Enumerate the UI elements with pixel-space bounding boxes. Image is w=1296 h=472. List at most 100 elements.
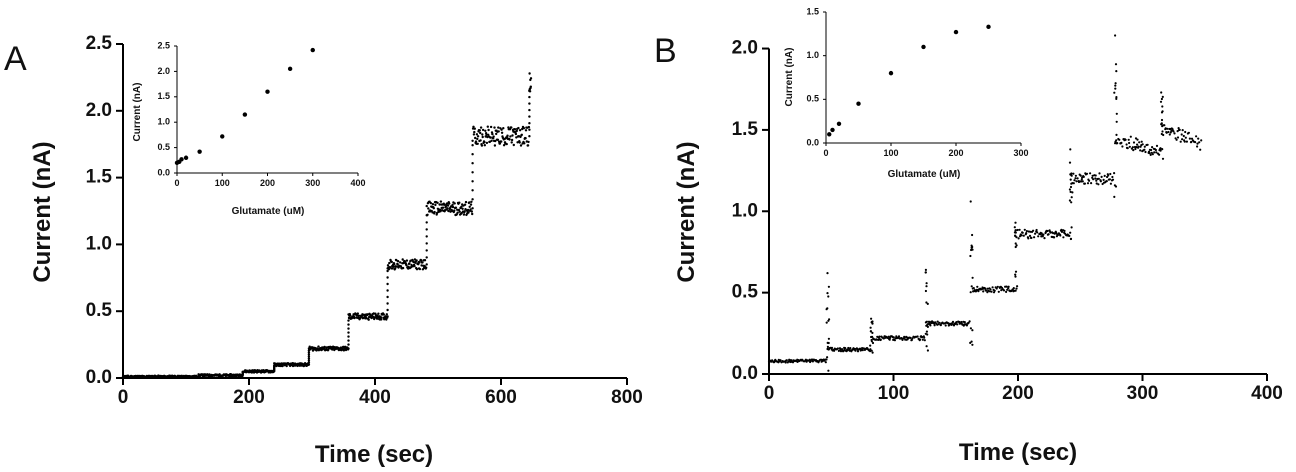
- panel-b-trace-point: [870, 338, 873, 342]
- panel-a-trace-point: [375, 317, 379, 320]
- panel-a-trace-point: [386, 315, 389, 318]
- panel-b-trace-point: [1012, 287, 1015, 290]
- panel-b-trace-point: [1150, 148, 1153, 152]
- panel-b-label: B: [654, 32, 677, 70]
- panel-a-trace-point: [415, 268, 419, 271]
- panel-a-trace-point: [463, 203, 467, 206]
- panel-b-trace-point: [1000, 289, 1003, 292]
- panel-b-trace-point: [779, 359, 782, 362]
- panel-b-trace-point: [1069, 148, 1072, 151]
- panel-a-trace-point: [474, 136, 477, 140]
- panel-a-trace-point: [481, 133, 484, 136]
- panel-b-y-tick-label: 1.0: [732, 200, 758, 221]
- panel-b-trace-point: [826, 292, 829, 295]
- panel-b-trace-point: [1132, 141, 1136, 144]
- panel-b-x-tick-label: 0: [764, 383, 775, 404]
- panel-a-trace-point: [420, 259, 423, 262]
- panel-b-trace-point: [871, 351, 874, 354]
- panel-a-inset-point: [242, 112, 248, 117]
- panel-b-trace-point: [1092, 178, 1095, 181]
- panel-b-trace-point: [911, 337, 914, 340]
- panel-a-trace-point: [427, 207, 430, 210]
- panel-b-trace-point: [1070, 196, 1073, 199]
- panel-b-trace-point: [1014, 275, 1017, 278]
- panel-b-trace-point: [971, 276, 974, 279]
- panel-b-trace-point: [996, 285, 999, 288]
- panel-b-trace-point: [1151, 146, 1154, 149]
- panel-b-trace-point: [965, 324, 969, 327]
- panel-b-trace-point: [849, 347, 852, 350]
- panel-b-trace-point: [833, 349, 836, 352]
- panel-a-inset-y-axis-title: Current (nA): [132, 83, 143, 142]
- panel-b-trace-point: [1177, 127, 1180, 130]
- panel-b-trace-point: [1134, 137, 1138, 140]
- panel-b-trace-point: [1056, 233, 1059, 237]
- panel-a-trace-point: [421, 261, 424, 264]
- panel-b-trace-point: [1135, 146, 1138, 149]
- panel-b-trace-point: [1068, 161, 1072, 164]
- panel-a-trace-point: [307, 351, 311, 354]
- panel-a-trace-point: [500, 131, 504, 134]
- panel-b-trace-point: [1033, 236, 1036, 239]
- panel-a-trace-point: [429, 201, 432, 205]
- panel-a-inset-x-axis-title: Glutamate (uM): [232, 206, 305, 217]
- panel-a-trace-point: [480, 144, 484, 147]
- panel-b-inset-x-tick-label: 100: [883, 148, 898, 158]
- panel-b-trace-point: [970, 248, 973, 252]
- panel-b-inset-x-axis-title: Glutamate (uM): [888, 169, 961, 180]
- panel-b-x-tick-label: 200: [1002, 383, 1034, 404]
- panel-b-trace-point: [1029, 230, 1032, 233]
- panel-b-trace-point: [1136, 138, 1139, 141]
- panel-b-trace-point: [882, 337, 886, 340]
- panel-b-trace-point: [969, 341, 972, 344]
- panel-a-trace-point: [386, 264, 390, 267]
- panel-b-trace-point: [847, 346, 850, 350]
- panel-a-trace-point: [510, 141, 513, 144]
- panel-b-trace-point: [1086, 182, 1090, 185]
- panel-b-trace-point: [969, 291, 972, 294]
- panel-b-trace-point: [924, 271, 927, 274]
- panel-b-trace-point: [1068, 234, 1071, 237]
- panel-a-trace-point: [425, 214, 428, 217]
- panel-b-trace-point: [1069, 190, 1072, 193]
- panel-b-trace-point: [1160, 132, 1163, 136]
- panel-b-trace-point: [1014, 245, 1017, 249]
- panel-b-inset-point: [856, 101, 861, 106]
- panel-b-trace-point: [1198, 141, 1201, 144]
- panel-b-trace-point: [869, 326, 872, 329]
- panel-a-trace-point: [347, 319, 350, 322]
- panel-a-trace-point: [347, 347, 350, 350]
- panel-a-trace-point: [385, 318, 388, 321]
- panel-b-trace-point: [828, 318, 831, 321]
- panel-b-trace-point: [1070, 174, 1073, 177]
- panel-b-trace-point: [1114, 63, 1118, 66]
- panel-b-trace-point: [856, 350, 860, 353]
- panel-b-trace-point: [838, 347, 842, 350]
- panel-a-trace-point: [385, 313, 388, 316]
- panel-a-trace-point: [417, 263, 420, 266]
- panel-b-trace-point: [982, 290, 985, 293]
- panel-b-trace-point: [1021, 231, 1024, 234]
- panel-b-trace-point: [972, 287, 975, 290]
- panel-b-trace-point: [1015, 244, 1018, 247]
- panel-b-trace-point: [1063, 229, 1066, 232]
- panel-a-trace-point: [472, 133, 476, 136]
- panel-a-trace-point: [479, 139, 482, 142]
- panel-b-trace-point: [944, 324, 947, 327]
- panel-a-y-tick-label: 0.5: [86, 300, 113, 321]
- panel-b-trace-point: [1072, 172, 1075, 175]
- panel-b-trace-point: [989, 288, 992, 291]
- panel-a-trace-point: [367, 318, 370, 321]
- panel-a-trace-point: [281, 364, 284, 368]
- panel-b-trace-point: [859, 347, 862, 350]
- panel-b-inset-y-tick-label: 1.0: [806, 50, 819, 60]
- panel-a-trace-point: [273, 364, 276, 367]
- panel-a-trace-point: [475, 133, 479, 136]
- panel-b-trace-point: [1151, 153, 1154, 156]
- panel-a-trace-point: [307, 361, 311, 364]
- panel-b-trace-point: [870, 349, 873, 352]
- panel-a-trace-point: [468, 201, 471, 204]
- panel-b-trace-point: [1160, 122, 1163, 125]
- panel-a-trace-point: [307, 357, 311, 360]
- panel-a-trace-point: [479, 131, 482, 135]
